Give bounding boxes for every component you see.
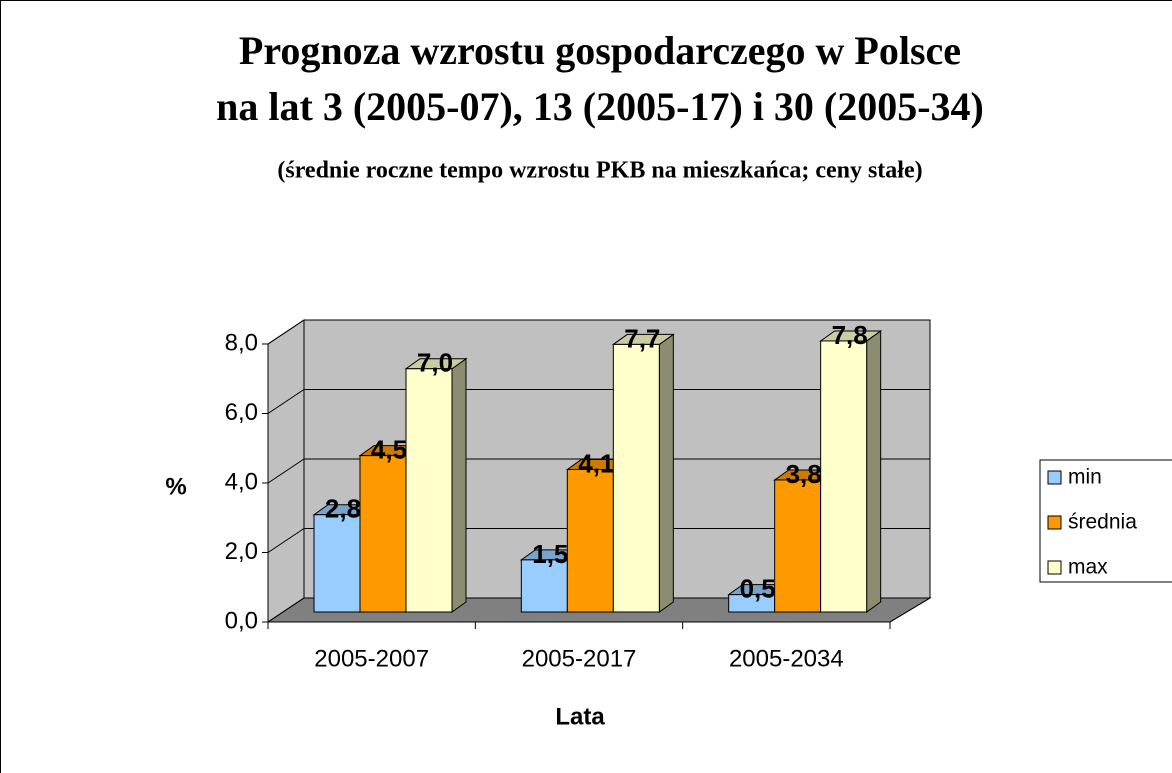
- data-label: 7,8: [832, 320, 868, 350]
- bar: [566, 469, 614, 613]
- legend-label: min: [1068, 466, 1102, 489]
- bar: [520, 559, 568, 613]
- legend-swatch: [1047, 560, 1062, 575]
- bar-side: [658, 333, 674, 613]
- y-tick-label: 0,0: [225, 607, 258, 634]
- y-tick-label: 6,0: [225, 399, 258, 426]
- data-label: 0,5: [740, 574, 776, 604]
- data-label: 7,7: [624, 323, 660, 353]
- x-tick-label: 2005-2007: [314, 645, 429, 672]
- grid-line: [267, 458, 305, 484]
- legend-label: max: [1068, 556, 1108, 579]
- bar-side: [866, 329, 882, 613]
- y-tick-label: 2,0: [225, 538, 258, 565]
- grid-line: [267, 319, 305, 345]
- legend-label: średnia: [1068, 511, 1137, 534]
- data-label: 7,0: [417, 348, 453, 378]
- y-axis-label: %: [165, 473, 186, 500]
- bar: [774, 479, 822, 613]
- chart-title: Prognoza wzrostu gospodarczego w Polsce: [239, 28, 961, 73]
- bar: [313, 514, 361, 613]
- chart-title: na lat 3 (2005-07), 13 (2005-17) i 30 (2…: [216, 84, 984, 129]
- x-tick-label: 2005-2034: [729, 645, 844, 672]
- x-axis-label: Lata: [555, 703, 605, 730]
- legend-swatch: [1047, 470, 1062, 485]
- data-label: 3,8: [786, 459, 822, 489]
- grid-line: [267, 597, 305, 623]
- bar: [820, 340, 868, 613]
- data-label: 4,1: [578, 448, 614, 478]
- data-label: 2,8: [325, 494, 361, 524]
- bar: [612, 343, 660, 613]
- grid-line: [267, 528, 305, 553]
- floor-edge: [889, 597, 931, 623]
- bar: [405, 368, 453, 613]
- y-tick-label: 4,0: [225, 468, 258, 495]
- y-tick-label: 8,0: [225, 329, 258, 356]
- grid-line: [267, 389, 305, 414]
- chart-subtitle: (średnie roczne tempo wzrostu PKB na mie…: [277, 158, 922, 184]
- legend-swatch: [1047, 515, 1062, 530]
- data-label: 1,5: [532, 539, 568, 569]
- data-label: 4,5: [371, 435, 407, 465]
- legend: [1039, 459, 1172, 583]
- x-tick-label: 2005-2017: [522, 645, 637, 672]
- bar-side: [451, 357, 467, 613]
- bar: [359, 455, 407, 613]
